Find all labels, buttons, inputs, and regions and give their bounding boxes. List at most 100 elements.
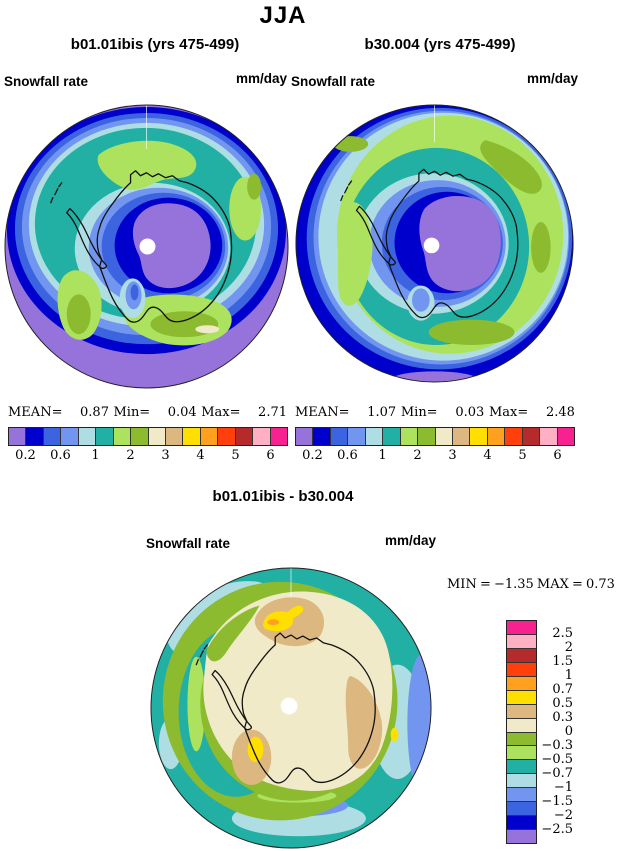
colorbar-cell	[507, 647, 536, 662]
colorbar-tick-label: −0.3	[541, 737, 573, 753]
colorbar-cell	[252, 428, 270, 445]
colorbar-tick-label: −2.5	[541, 821, 573, 837]
min-value: −1.35	[493, 577, 534, 592]
colorbar-cell	[507, 801, 536, 816]
colorbar-panel2-labels: 0.2 0.6 1 2 3 4 5 6	[295, 448, 575, 464]
colorbar-tick-label: 0	[564, 723, 573, 739]
colorbar-cell	[329, 428, 348, 445]
colorbar-cell	[417, 428, 435, 445]
mean-value: 1.07	[367, 405, 397, 420]
colorbar-cell	[312, 428, 330, 445]
map-b01-01ibis	[4, 104, 289, 389]
max-value: 2.48	[545, 405, 575, 420]
diff-field-label: Snowfall rate	[146, 536, 231, 551]
colorbar-cell	[112, 428, 131, 445]
max-label: Max=	[201, 405, 241, 420]
mean-value: 0.87	[80, 405, 109, 420]
colorbar-cell	[507, 759, 536, 774]
colorbar-tick-label: 1.5	[552, 653, 573, 669]
colorbar-tick-label: −0.5	[541, 751, 573, 767]
colorbar-cell	[507, 633, 536, 648]
max-label: MAX	[536, 577, 569, 592]
colorbar-cell	[95, 428, 113, 445]
colorbar-panel2	[295, 427, 575, 446]
pole-dot	[280, 697, 298, 715]
colorbar-cell	[364, 428, 383, 445]
colorbar-tick-label: 6	[266, 448, 275, 463]
colorbar-panel1-labels: 0.2 0.6 1 2 3 4 5 6	[8, 448, 288, 464]
colorbar-tick-label: 6	[553, 448, 562, 463]
max-value: 0.73	[586, 577, 615, 592]
min-label: Min=	[400, 405, 438, 420]
colorbar-tick-label: −0.7	[541, 765, 573, 781]
colorbar-tick-label: 3	[448, 448, 457, 463]
mean-label: MEAN=	[295, 405, 350, 420]
colorbar-cell	[9, 428, 26, 445]
colorbar-cell	[556, 428, 574, 445]
colorbar-tick-label: 2	[413, 448, 422, 463]
panel2-field-label: Snowfall rate	[291, 74, 376, 89]
colorbar-cell	[507, 717, 536, 732]
colorbar-tick-label: 5	[518, 448, 527, 463]
min-label: MIN	[447, 577, 477, 592]
colorbar-cell	[507, 689, 536, 704]
colorbar-tick-label: 0.2	[302, 448, 323, 463]
colorbar-cell	[77, 428, 96, 445]
colorbar-cell	[399, 428, 418, 445]
map-b30-004	[295, 104, 574, 383]
diff-title: b01.01ibis - b30.004	[212, 488, 354, 505]
diff-stats: MIN = −1.35 MAX = 0.73	[447, 577, 615, 592]
colorbar-cell	[507, 661, 536, 676]
colorbar-cell	[382, 428, 400, 445]
colorbar-cell	[42, 428, 61, 445]
colorbar-cell	[199, 428, 218, 445]
colorbar-tick-label: −1.5	[541, 793, 573, 809]
panel1-title: b01.01ibis (yrs 475-499)	[70, 36, 240, 53]
colorbar-cell	[486, 428, 505, 445]
colorbar-tick-label: 5	[231, 448, 240, 463]
colorbar-cell	[507, 773, 536, 788]
panel1-units-label: mm/day	[235, 71, 287, 86]
map-difference	[150, 567, 432, 849]
colorbar-cell	[507, 621, 536, 634]
colorbar-tick-label: 4	[196, 448, 205, 463]
max-value: 2.71	[258, 405, 287, 420]
colorbar-tick-label: 0.6	[337, 448, 358, 463]
colorbar-cell	[507, 815, 536, 830]
colorbar-tick-label: 1	[564, 667, 573, 683]
colorbar-tick-label: 1	[378, 448, 387, 463]
colorbar-tick-label: −1	[553, 779, 573, 795]
panel1-field-label: Snowfall rate	[4, 74, 89, 89]
colorbar-cell	[504, 428, 522, 445]
colorbar-tick-label: 2	[126, 448, 135, 463]
mean-label: MEAN=	[8, 405, 63, 420]
colorbar-cell	[25, 428, 43, 445]
colorbar-tick-label: 2.5	[552, 625, 573, 641]
panel1-stats: MEAN= 0.87 Min= 0.04 Max= 2.71	[8, 405, 287, 420]
colorbar-panel1	[8, 427, 288, 446]
colorbar-tick-label: 4	[483, 448, 492, 463]
max-label: Max=	[488, 405, 529, 420]
colorbar-cell	[60, 428, 78, 445]
min-value: 0.04	[167, 405, 197, 420]
colorbar-diff	[506, 620, 537, 844]
colorbar-cell	[296, 428, 313, 445]
colorbar-tick-label: 0.2	[15, 448, 36, 463]
antarctica-coastline	[50, 170, 233, 323]
colorbar-cell	[507, 731, 536, 746]
colorbar-cell	[164, 428, 183, 445]
min-label: Min=	[113, 405, 151, 420]
colorbar-cell	[507, 703, 536, 718]
figure-title: JJA	[259, 2, 307, 29]
pole-dot	[139, 238, 156, 255]
colorbar-cell	[451, 428, 470, 445]
colorbar-tick-label: 0.5	[552, 695, 573, 711]
min-value: 0.03	[455, 405, 485, 420]
colorbar-cell	[434, 428, 452, 445]
antarctica-coastline	[195, 632, 376, 784]
panel2-units-label: mm/day	[526, 71, 578, 86]
pole-dot	[423, 237, 440, 254]
antarctica-coastline	[340, 168, 519, 319]
colorbar-cell	[130, 428, 148, 445]
